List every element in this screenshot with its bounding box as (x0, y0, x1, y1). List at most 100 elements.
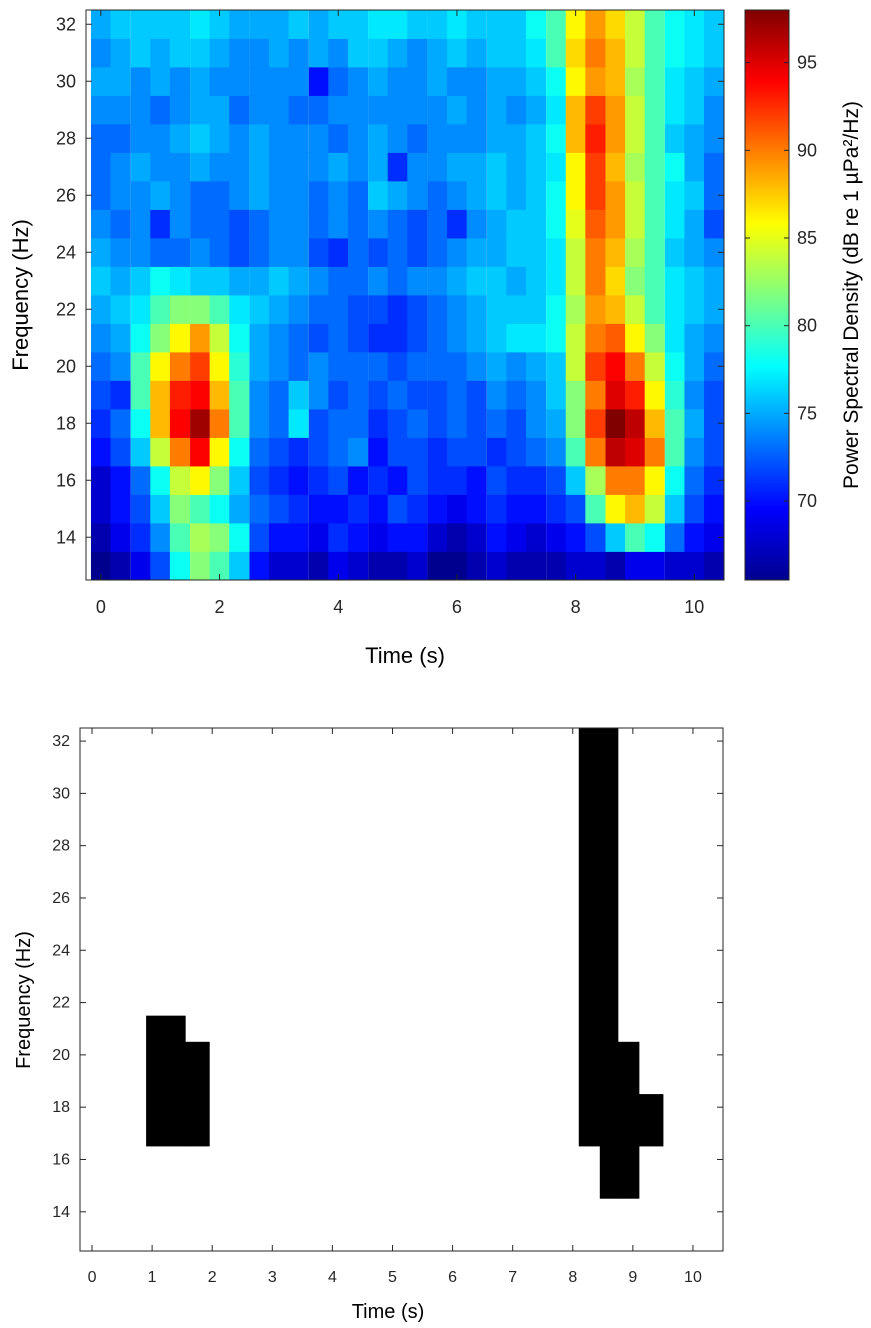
spectrogram-cell (486, 523, 507, 552)
x-tick-label: 0 (88, 1269, 97, 1286)
spectrogram-cell (427, 352, 448, 381)
spectrogram-cell (110, 295, 131, 324)
spectrogram-cell (347, 323, 369, 353)
spectrogram-cell (447, 551, 468, 581)
spectrogram-cell (190, 181, 211, 210)
spectrogram-cell (150, 466, 171, 495)
spectrogram-cell (407, 352, 428, 381)
spectrogram-cell (447, 466, 468, 495)
spectrogram-cell (466, 437, 487, 467)
spectrogram-cell (190, 238, 211, 267)
spectrogram-cell (308, 295, 329, 324)
spectrogram-cell (684, 494, 705, 524)
spectrogram-cell (190, 380, 211, 410)
spectrogram-cell (368, 95, 389, 125)
spectrogram-cell (625, 380, 646, 410)
spectrogram-cell (150, 295, 171, 324)
spectrogram-cell (407, 95, 428, 125)
spectrogram-cell (368, 409, 389, 438)
spectrogram-cell (209, 352, 230, 381)
spectrogram-cell (644, 95, 665, 125)
spectrogram-cell (288, 352, 309, 381)
spectrogram-cell (209, 409, 230, 438)
spectrogram-cell (190, 551, 211, 581)
spectrogram-cell (466, 352, 487, 381)
spectrogram-cell (486, 67, 507, 96)
spectrogram-cell (347, 466, 369, 495)
spectrogram-cell (525, 523, 547, 552)
spectrogram-cell (328, 295, 349, 324)
x-tick-label: 5 (388, 1269, 397, 1286)
spectrogram-cell (150, 437, 171, 467)
y-tick-label: 26 (56, 185, 76, 205)
spectrogram-cell (347, 409, 369, 438)
spectrogram-cell (605, 551, 626, 581)
spectrogram-cell (288, 181, 309, 210)
spectrogram-cell (466, 323, 487, 353)
spectrogram-cell (447, 95, 468, 125)
spectrogram-cell (269, 152, 290, 182)
spectrogram-cell (546, 209, 567, 239)
spectrogram-cell (605, 523, 626, 552)
spectrogram-cell (525, 409, 547, 438)
spectrogram-cell (169, 10, 191, 39)
spectrogram-cell (407, 437, 428, 467)
spectrogram-cell (466, 551, 487, 581)
spectrogram-cell (328, 494, 349, 524)
spectrogram-cell (447, 38, 468, 68)
spectrogram-cell (605, 10, 626, 39)
spectrogram-cell (644, 209, 665, 239)
spectrogram-cell (664, 181, 686, 210)
x-tick-label: 0 (96, 597, 106, 617)
spectrogram-cell (664, 494, 686, 524)
spectrogram-cell (288, 494, 309, 524)
colorbar-label: Power Spectral Density (dB re 1 µPa²/Hz) (840, 101, 863, 489)
spectrogram-cell (209, 494, 230, 524)
spectrogram-cell (565, 152, 586, 182)
spectrogram-cell (387, 238, 408, 267)
spectrogram-cell (585, 437, 606, 467)
spectrogram-cell (347, 238, 369, 267)
spectrogram-cell (249, 409, 270, 438)
spectrogram-cell (546, 266, 567, 296)
spectrogram-cell (387, 38, 408, 68)
spectrogram-cell (486, 323, 507, 353)
spectrogram-cell (190, 95, 211, 125)
spectrogram-cell (427, 238, 448, 267)
spectrogram-cell (229, 209, 250, 239)
spectrogram-cell (288, 10, 309, 39)
detection-block (599, 728, 619, 1199)
spectrogram-cell (229, 523, 250, 552)
spectrogram-cell (704, 152, 725, 182)
spectrogram-cell (288, 95, 309, 125)
spectrogram-cell (486, 551, 507, 581)
spectrogram-cell (447, 10, 468, 39)
spectrogram-cell (190, 67, 211, 96)
spectrogram-cell (130, 466, 151, 495)
spectrogram-cell (209, 209, 230, 239)
y-tick-label: 18 (52, 1099, 70, 1116)
spectrogram-cell (229, 238, 250, 267)
spectrogram-cell (605, 152, 626, 182)
spectrogram-cell (407, 152, 428, 182)
spectrogram-cell (585, 10, 606, 39)
spectrogram-cell (209, 437, 230, 467)
spectrogram-cell (308, 67, 329, 96)
spectrogram-cell (427, 523, 448, 552)
detection-block (146, 1015, 186, 1147)
spectrogram-cell (150, 10, 171, 39)
y-tick-label: 32 (52, 733, 70, 750)
spectrogram-cell (506, 67, 527, 96)
spectrogram-cell (209, 523, 230, 552)
spectrogram-cell (605, 124, 626, 153)
y-tick-label: 20 (52, 1047, 70, 1064)
spectrogram-cell (684, 152, 705, 182)
spectrogram-cell (387, 494, 408, 524)
spectrogram-cell (269, 409, 290, 438)
spectrogram-cell (150, 523, 171, 552)
colorbar-tick-label: 80 (797, 316, 817, 336)
spectrogram-cell (466, 152, 487, 182)
spectrogram-cell (368, 238, 389, 267)
spectrogram-cell (368, 437, 389, 467)
spectrogram-cell (229, 380, 250, 410)
